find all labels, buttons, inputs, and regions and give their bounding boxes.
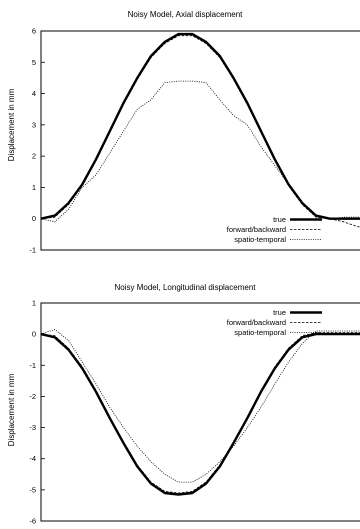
series-group [40, 32, 360, 228]
series-line-spatio-temporal [40, 329, 360, 483]
chart-title: Noisy Model, Longitudinal displacement [115, 283, 257, 292]
legend-label-spatio-temporal: spatio-temporal [234, 328, 286, 337]
y-tick-label: -1 [29, 246, 36, 255]
series-line-spatio-temporal [40, 80, 360, 223]
y-tick-label: 5 [32, 58, 36, 67]
y-ticks: -6 -5 -4 -3 -2 -1 0 1 [29, 299, 45, 526]
y-axis-label: Displacement in mm [7, 88, 16, 161]
y-tick-label: 0 [32, 330, 36, 339]
legend-label-forward-backward: forward/backward [227, 225, 286, 234]
y-axis-label: Displacement in mm [7, 373, 16, 446]
y-tick-label: 1 [32, 299, 36, 308]
series-group [40, 329, 360, 496]
series-line-true [40, 32, 360, 220]
y-tick-label: -2 [29, 392, 36, 401]
legend-label-forward-backward: forward/backward [227, 318, 286, 327]
series-line-forward-backward [40, 35, 360, 228]
y-tick-label: -6 [29, 517, 36, 526]
y-tick-label: 3 [32, 120, 36, 129]
y-ticks: -1 0 1 2 3 4 5 6 [29, 27, 45, 255]
y-tick-label: 2 [32, 152, 36, 161]
series-line-forward-backward [40, 332, 360, 494]
y-tick-label: -5 [29, 485, 36, 494]
chart-title: Noisy Model, Axial displacement [128, 10, 243, 19]
plot-frame [40, 30, 360, 251]
legend: true forward/backward spatio-temporal [227, 308, 322, 337]
y-tick-label: 4 [32, 89, 36, 98]
legend-label-spatio-temporal: spatio-temporal [234, 235, 286, 244]
legend-label-true: true [273, 308, 286, 317]
y-tick-label: 1 [32, 183, 36, 192]
chart-axial: Noisy Model, Axial displacement Displace… [7, 10, 360, 255]
y-tick-label: -1 [29, 361, 36, 370]
chart-longitudinal: Noisy Model, Longitudinal displacement D… [7, 283, 360, 526]
y-tick-label: -3 [29, 423, 36, 432]
y-tick-label: 0 [32, 214, 36, 223]
y-tick-label: -4 [29, 454, 36, 463]
series-line-true [40, 332, 360, 496]
plot-frame [40, 302, 360, 522]
legend-label-true: true [273, 215, 286, 224]
legend: true forward/backward spatio-temporal [227, 215, 322, 244]
y-tick-label: 6 [32, 27, 36, 36]
